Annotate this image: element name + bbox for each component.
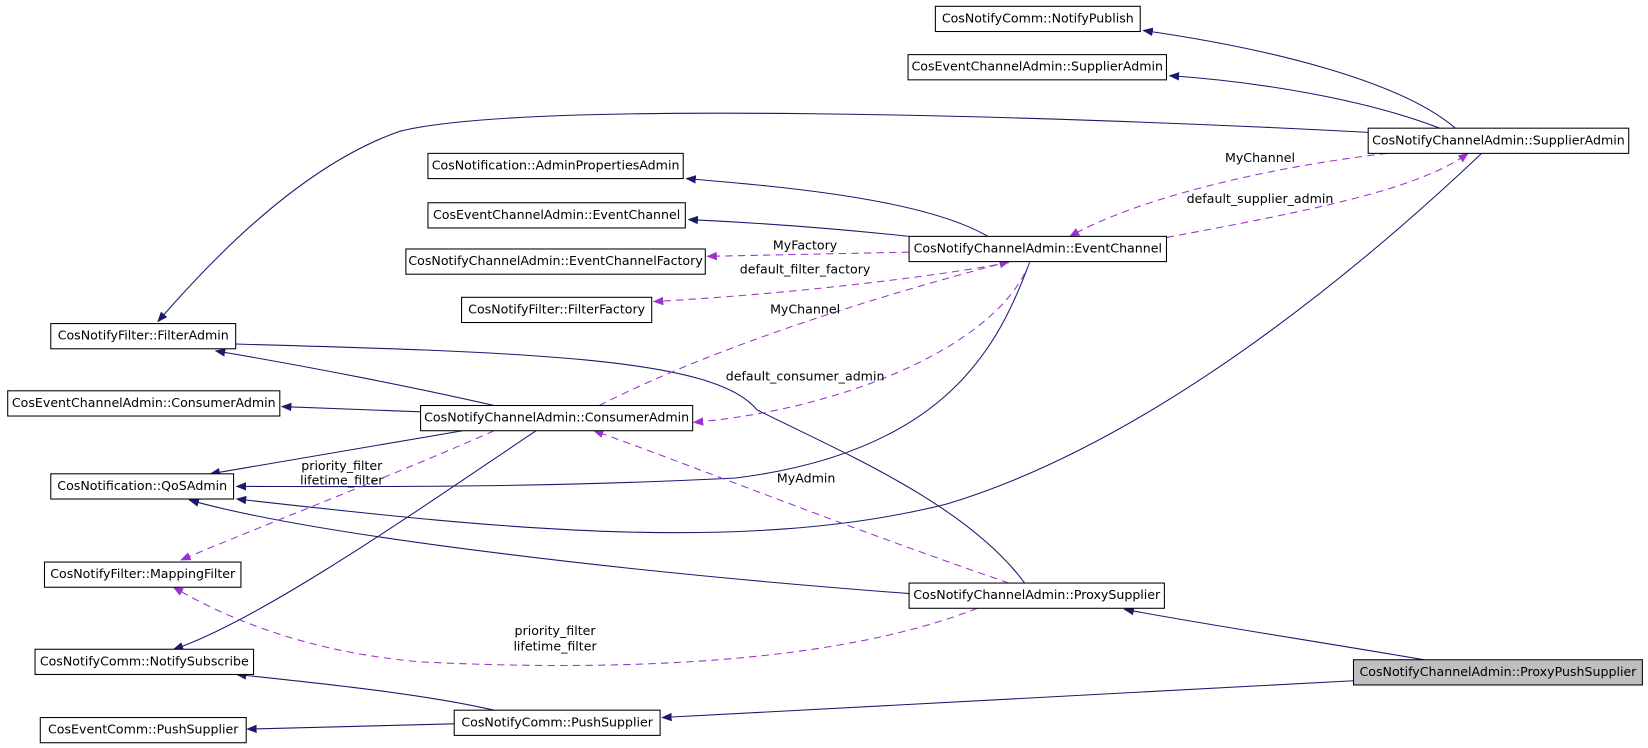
edge-label: priority_filter (301, 458, 383, 473)
class-node: CosNotifyComm::NotifySubscribe (34, 648, 255, 675)
class-node: CosEventChannelAdmin::SupplierAdmin (907, 54, 1168, 81)
class-node: CosEventChannelAdmin::ConsumerAdmin (7, 390, 281, 417)
edge (180, 430, 495, 561)
node-label: CosNotifyChannelAdmin::ProxySupplier (913, 587, 1161, 602)
class-node: CosNotifyChannelAdmin::EventChannel (908, 235, 1168, 263)
node-box (908, 582, 1165, 609)
node-box (907, 54, 1168, 81)
node-label: CosNotifyComm::PushSupplier (461, 714, 653, 729)
edge-label: default_supplier_admin (1187, 191, 1334, 206)
node-label: CosNotifyComm::NotifyPublish (942, 10, 1134, 25)
class-node: CosNotification::QoSAdmin (50, 473, 235, 500)
edge-labels: MyChannel default_supplier_admin MyFactory… (300, 150, 1333, 654)
node-label: CosNotifyComm::NotifySubscribe (40, 653, 249, 668)
class-node: CosNotifyChannelAdmin::EventChannelFacto… (405, 248, 706, 275)
node-box (7, 390, 281, 417)
node-label: CosNotification::QoSAdmin (57, 478, 227, 493)
node-box (50, 323, 237, 350)
node-label: CosEventChannelAdmin::SupplierAdmin (912, 59, 1164, 74)
node-label: CosNotifyChannelAdmin::EventChannel (914, 240, 1162, 255)
edge (685, 175, 989, 237)
node-box (1352, 659, 1643, 686)
edge (687, 215, 910, 237)
edge (214, 348, 495, 407)
node-box (461, 296, 653, 324)
class-node: CosNotifyFilter::FilterAdmin (50, 323, 237, 350)
edge (592, 429, 1010, 584)
class-node: CosNotifyComm::NotifyPublish (934, 5, 1141, 33)
edge-label: MyFactory (773, 237, 838, 252)
edge (706, 251, 910, 261)
edge (157, 112, 1369, 323)
node-box (34, 648, 255, 675)
class-node: CosNotifyChannelAdmin::ProxyPushSupplier (1352, 659, 1643, 686)
edge (280, 402, 421, 413)
edge-label: lifetime_filter (300, 473, 384, 488)
node-box (50, 473, 235, 500)
node-box (405, 248, 706, 275)
edge (661, 680, 1354, 722)
node-label: CosNotifyChannelAdmin::ProxyPushSupplier (1359, 664, 1637, 679)
edge-label: default_consumer_admin (726, 369, 885, 384)
edge-label: MyChannel (1225, 150, 1295, 165)
node-label: CosNotifyFilter::MappingFilter (50, 566, 236, 581)
class-node: CosNotifyFilter::MappingFilter (43, 561, 242, 588)
node-box (453, 709, 661, 736)
edge (209, 430, 463, 477)
class-node: CosEventComm::PushSupplier (39, 717, 247, 744)
edge (172, 430, 537, 651)
node-label: CosEventChannelAdmin::EventChannel (433, 207, 680, 222)
node-box (43, 561, 242, 588)
class-node: CosNotifyComm::PushSupplier (453, 709, 661, 736)
class-node: CosNotifyChannelAdmin::ConsumerAdmin (420, 404, 694, 432)
node-label: CosEventComm::PushSupplier (48, 722, 239, 737)
node-box (420, 404, 694, 432)
class-node: CosNotifyChannelAdmin::ProxySupplier (908, 582, 1165, 609)
edge (235, 153, 1483, 534)
node-box (39, 717, 247, 744)
edge-label: MyAdmin (777, 471, 835, 486)
node-box (427, 202, 686, 229)
node-label: CosNotifyFilter::FilterFactory (468, 301, 645, 316)
edge (214, 339, 1026, 584)
edge (598, 259, 1010, 406)
edge-label: priority_filter (515, 623, 597, 638)
edge-label: lifetime_filter (513, 639, 597, 654)
node-label: CosNotifyChannelAdmin::ConsumerAdmin (424, 410, 689, 425)
node-label: CosNotifyChannelAdmin::SupplierAdmin (1372, 132, 1625, 147)
edge-label: default_filter_factory (740, 261, 871, 276)
node-box (427, 152, 684, 180)
edge (1168, 72, 1440, 129)
class-node: CosEventChannelAdmin::EventChannel (427, 202, 686, 229)
edges (157, 27, 1483, 734)
node-label: CosNotification::AdminPropertiesAdmin (432, 157, 680, 172)
edge (652, 262, 1009, 306)
class-node: CosNotification::AdminPropertiesAdmin (427, 152, 684, 180)
node-box (908, 235, 1168, 263)
nodes: CosNotifyComm::NotifyPublishCosEventChan… (7, 5, 1643, 744)
class-node: CosNotifyChannelAdmin::SupplierAdmin (1367, 127, 1630, 154)
node-box (934, 5, 1141, 33)
edge (692, 261, 1031, 426)
node-label: CosNotifyChannelAdmin::EventChannelFacto… (408, 253, 703, 268)
class-node: CosNotifyFilter::FilterFactory (461, 296, 653, 324)
edge (235, 671, 495, 711)
edge (1166, 152, 1469, 238)
node-box (1367, 127, 1630, 154)
edge (1123, 606, 1424, 661)
edge (246, 723, 455, 734)
edge (188, 498, 910, 595)
edge (1142, 27, 1456, 129)
edge (235, 261, 1031, 491)
edge-label: MyChannel (770, 301, 840, 316)
node-label: CosEventChannelAdmin::ConsumerAdmin (12, 395, 276, 410)
edge (172, 586, 978, 667)
node-label: CosNotifyFilter::FilterAdmin (58, 328, 229, 343)
